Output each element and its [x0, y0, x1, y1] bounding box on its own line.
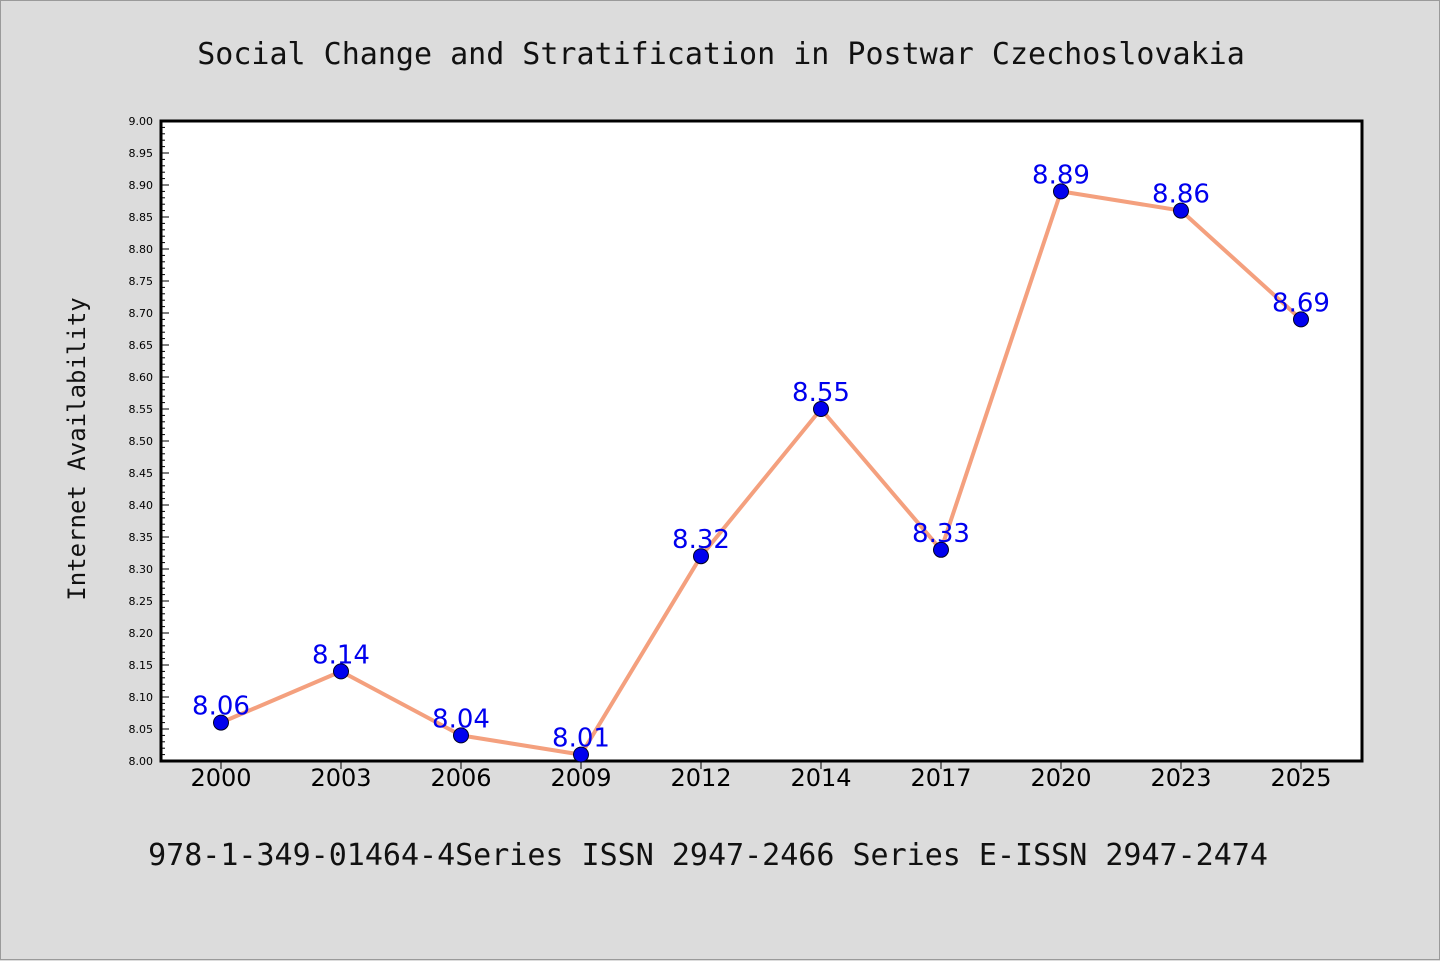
data-point [813, 401, 829, 417]
data-point [333, 663, 349, 680]
y-tick-label: 8.50 [129, 435, 154, 448]
x-tick-label: 2003 [310, 764, 371, 792]
y-tick-label: 8.20 [129, 627, 154, 640]
data-point [933, 541, 949, 558]
y-tick-label: 9.00 [129, 115, 154, 128]
x-tick-label: 2025 [1270, 764, 1331, 792]
x-tick-label: 2000 [190, 764, 251, 792]
y-axis-label: Internet Availability [63, 297, 91, 600]
x-axis: 2000 2003 2006 2009 2012 2014 2017 2020 2023 2025 [190, 761, 1332, 792]
x-tick-label: 2014 [790, 764, 851, 792]
x-tick-label: 2006 [430, 764, 491, 792]
data-label: 8.04 [432, 704, 490, 734]
data-point [213, 714, 229, 731]
data-point [1293, 311, 1309, 328]
data-point [1053, 183, 1069, 200]
y-tick-label: 8.30 [129, 563, 154, 576]
data-label: 8.55 [792, 378, 850, 408]
data-label: 8.01 [552, 724, 610, 754]
data-label: 8.33 [912, 519, 970, 549]
x-tick-label: 2009 [550, 764, 611, 792]
y-tick-label: 8.80 [129, 243, 154, 256]
y-tick-label: 8.10 [129, 691, 154, 704]
x-tick-label: 2023 [1150, 764, 1211, 792]
series-layer: 8.06 8.14 8.04 8.01 8.32 8.55 8.33 8.89 8.86 8.69 [192, 160, 1330, 763]
y-tick-label: 8.00 [129, 755, 154, 768]
y-tick-label: 8.90 [129, 179, 154, 192]
data-label: 8.86 [1152, 180, 1210, 210]
y-axis: 8.00 8.05 8.10 8.15 8.20 8.25 8.30 8.35 8.40 8.45… [129, 115, 169, 768]
chart-title: Social Change and Stratification in Post… [197, 37, 1245, 72]
data-label: 8.89 [1032, 160, 1090, 190]
y-tick-label: 8.40 [129, 499, 154, 512]
data-label: 8.14 [312, 640, 370, 670]
data-label: 8.32 [672, 525, 730, 555]
data-label: 8.69 [1272, 288, 1330, 318]
data-point [693, 548, 709, 565]
x-tick-label: 2012 [670, 764, 731, 792]
y-tick-label: 8.70 [129, 307, 154, 320]
y-tick-label: 8.25 [129, 595, 154, 608]
y-tick-label: 8.05 [129, 723, 154, 736]
data-point [573, 746, 589, 763]
y-tick-label: 8.45 [129, 467, 154, 480]
y-tick-label: 8.95 [129, 147, 154, 160]
data-label: 8.06 [192, 692, 250, 722]
plot-area [159, 119, 1364, 763]
y-tick-label: 8.35 [129, 531, 154, 544]
data-point [1173, 202, 1189, 219]
y-tick-label: 8.85 [129, 211, 154, 224]
y-tick-label: 8.75 [129, 275, 154, 288]
footer-isbn-text: 978-1-349-01464-4Series ISSN 2947-2466 S… [148, 838, 1268, 873]
y-tick-label: 8.15 [129, 659, 154, 672]
data-point [453, 727, 469, 744]
y-tick-label: 8.55 [129, 403, 154, 416]
series-line [219, 189, 1303, 757]
y-tick-label: 8.65 [129, 339, 154, 352]
x-tick-label: 2020 [1030, 764, 1091, 792]
y-tick-label: 8.60 [129, 371, 154, 384]
x-tick-label: 2017 [910, 764, 971, 792]
